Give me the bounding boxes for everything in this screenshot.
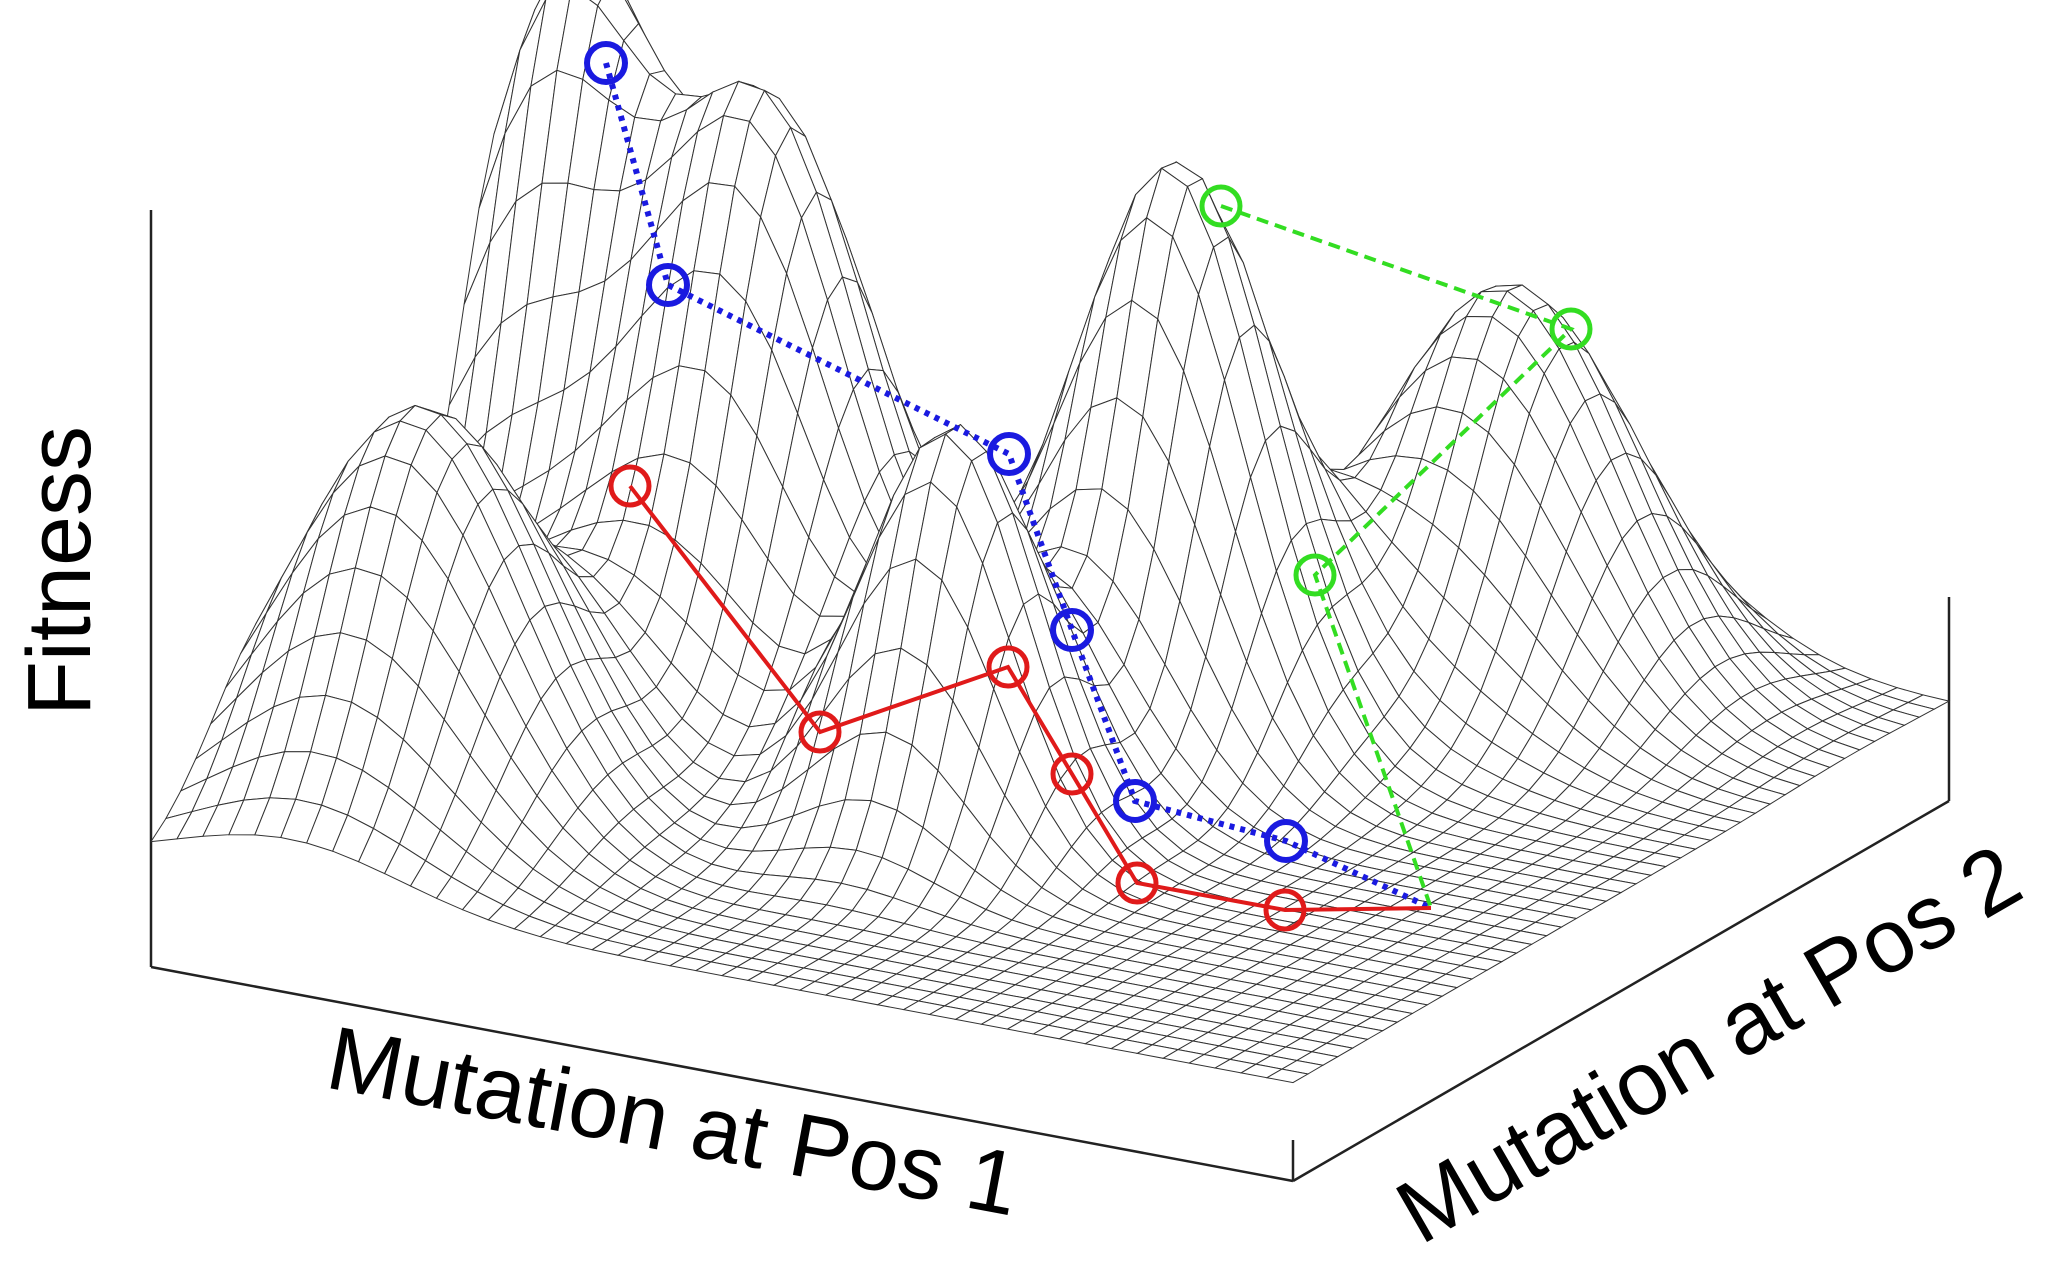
right-edge — [1292, 799, 1950, 1183]
red-points — [608, 464, 1307, 932]
point — [1113, 779, 1157, 823]
point — [584, 41, 628, 85]
point — [608, 464, 652, 508]
surface-mesh — [150, 0, 1951, 1084]
point — [1199, 184, 1243, 228]
point — [1050, 752, 1094, 796]
point — [1115, 861, 1159, 905]
z-axis-label: Fitness — [10, 426, 110, 716]
point — [1050, 608, 1094, 652]
point — [986, 645, 1030, 689]
blue-path — [603, 62, 1433, 911]
point — [646, 263, 690, 307]
point — [1264, 819, 1308, 863]
x-axis-label: Mutation at Pos 1 — [320, 1008, 1027, 1235]
point — [1549, 307, 1593, 351]
mesh-cell — [1265, 1068, 1310, 1084]
green-path — [1220, 204, 1575, 909]
red-path — [628, 484, 1432, 913]
paths — [584, 41, 1593, 932]
point — [1293, 553, 1337, 597]
green-points — [1199, 184, 1593, 597]
front-edge — [150, 965, 1294, 1183]
point — [798, 710, 842, 754]
point — [987, 432, 1031, 476]
point — [1263, 888, 1307, 932]
blue-points — [584, 41, 1308, 863]
